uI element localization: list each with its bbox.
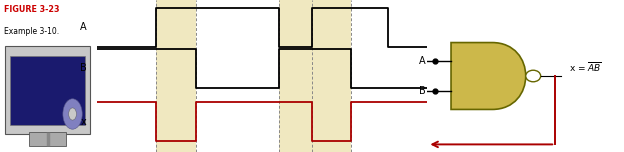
Bar: [279, 0, 351, 152]
Text: A: A: [80, 22, 87, 32]
FancyBboxPatch shape: [10, 56, 85, 125]
FancyBboxPatch shape: [5, 46, 90, 134]
Text: B: B: [80, 63, 87, 73]
Bar: [156, 0, 196, 152]
PathPatch shape: [451, 43, 525, 109]
Text: B: B: [419, 86, 426, 96]
Text: A: A: [419, 56, 426, 66]
Circle shape: [525, 70, 540, 82]
Circle shape: [63, 99, 82, 129]
Circle shape: [69, 108, 76, 120]
Text: x: x: [81, 117, 87, 127]
Text: x = $\overline{AB}$: x = $\overline{AB}$: [569, 60, 602, 74]
Text: FIGURE 3-23: FIGURE 3-23: [4, 5, 59, 14]
FancyBboxPatch shape: [29, 132, 66, 146]
Text: Example 3-10.: Example 3-10.: [4, 27, 59, 36]
